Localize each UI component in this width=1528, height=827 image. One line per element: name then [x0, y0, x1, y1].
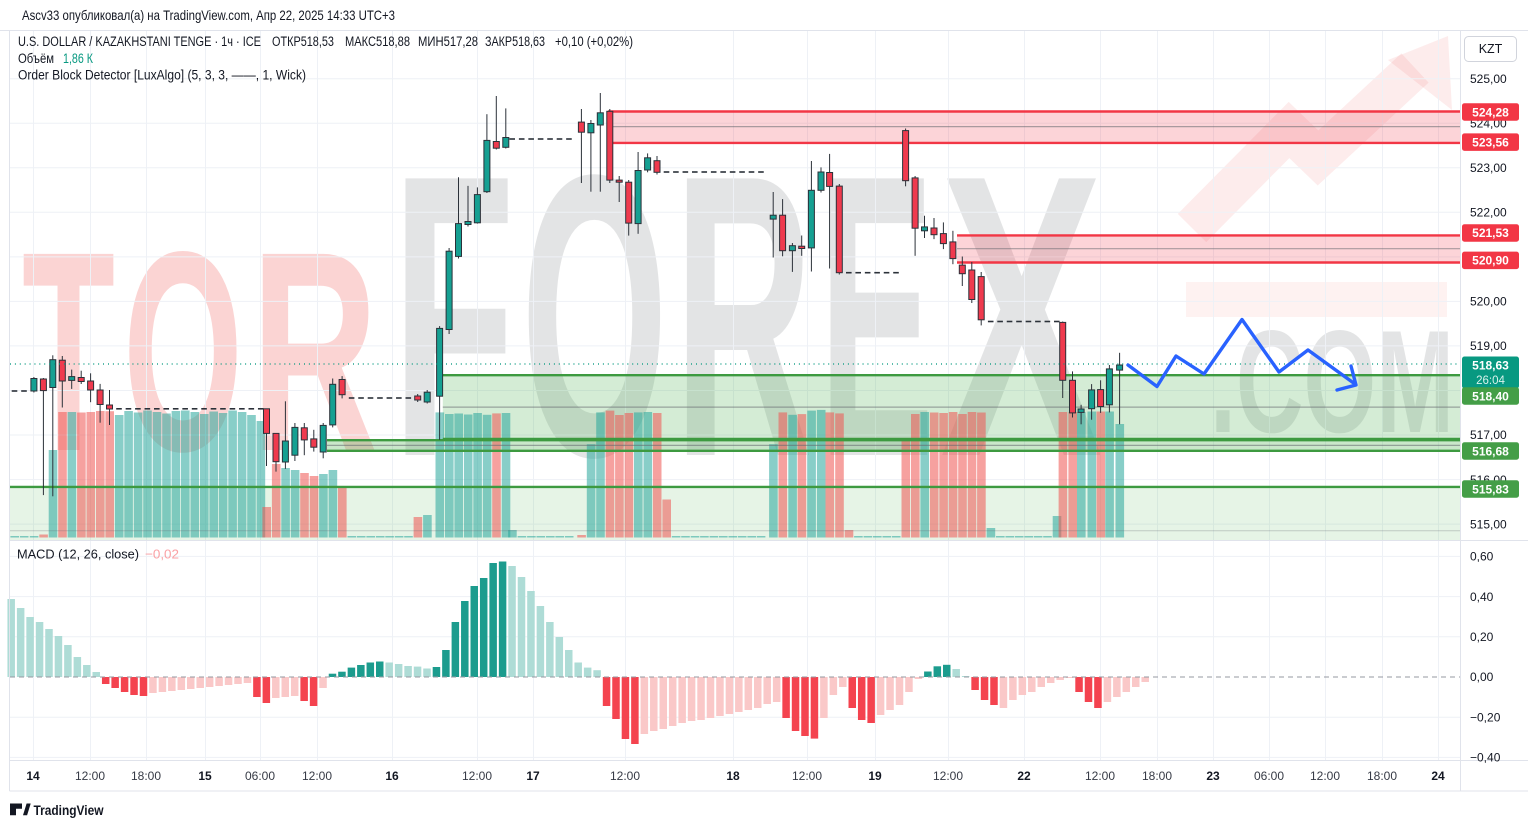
svg-text:.COM: .COM	[1210, 300, 1454, 463]
svg-text:Ascv33 опубликовал(а) на Tradi: Ascv33 опубликовал(а) на TradingView.com…	[22, 8, 395, 23]
svg-text:−0,20: −0,20	[1470, 710, 1501, 724]
svg-text:12:00: 12:00	[610, 769, 640, 783]
svg-text:Order Block Detector [LuxAlgo]: Order Block Detector [LuxAlgo] (5, 3, 3,…	[18, 68, 306, 83]
svg-text:0,20: 0,20	[1470, 630, 1494, 644]
svg-text:−0,02: −0,02	[145, 547, 179, 562]
svg-text:519,00: 519,00	[1470, 339, 1507, 353]
svg-text:06:00: 06:00	[1254, 769, 1284, 783]
svg-text:22: 22	[1017, 769, 1031, 783]
svg-text:12:00: 12:00	[1085, 769, 1115, 783]
svg-text:24: 24	[1431, 769, 1445, 783]
svg-text:518,40: 518,40	[1472, 389, 1509, 403]
svg-text:Объём: Объём	[18, 51, 54, 66]
svg-text:18:00: 18:00	[131, 769, 161, 783]
svg-text:517,00: 517,00	[1470, 428, 1507, 442]
svg-text:+0,10 (+0,02%): +0,10 (+0,02%)	[555, 34, 633, 49]
svg-text:15: 15	[198, 769, 212, 783]
svg-text:12:00: 12:00	[933, 769, 963, 783]
svg-text:12:00: 12:00	[302, 769, 332, 783]
svg-text:12:00: 12:00	[462, 769, 492, 783]
svg-text:0,60: 0,60	[1470, 550, 1494, 564]
svg-text:18:00: 18:00	[1142, 769, 1172, 783]
svg-text:523,00: 523,00	[1470, 161, 1507, 175]
svg-text:1,86 К: 1,86 К	[63, 51, 93, 66]
svg-text:14: 14	[26, 769, 40, 783]
svg-text:520,00: 520,00	[1470, 295, 1507, 309]
svg-text:KZT: KZT	[1479, 42, 1503, 56]
svg-text:МИН517,28: МИН517,28	[418, 34, 478, 49]
svg-text:06:00: 06:00	[245, 769, 275, 783]
svg-text:525,00: 525,00	[1470, 72, 1507, 86]
svg-text:МАКС518,88: МАКС518,88	[345, 34, 410, 49]
svg-text:16: 16	[385, 769, 399, 783]
svg-text:R: R	[251, 193, 378, 511]
svg-text:0,40: 0,40	[1470, 590, 1494, 604]
svg-text:−0,40: −0,40	[1470, 751, 1501, 765]
svg-text:516,68: 516,68	[1472, 444, 1509, 458]
svg-text:MACD (12, 26, close): MACD (12, 26, close)	[17, 547, 139, 562]
svg-text:0,00: 0,00	[1470, 670, 1494, 684]
svg-text:518,63: 518,63	[1472, 359, 1509, 373]
svg-text:521,53: 521,53	[1472, 226, 1509, 240]
svg-text:19: 19	[868, 769, 882, 783]
svg-text:18:00: 18:00	[1367, 769, 1397, 783]
svg-text:524,28: 524,28	[1472, 105, 1509, 119]
svg-text:U.S. DOLLAR / KAZAKHSTANI TENG: U.S. DOLLAR / KAZAKHSTANI TENGE · 1ч · I…	[18, 34, 261, 49]
svg-text:522,00: 522,00	[1470, 206, 1507, 220]
svg-text:26:04: 26:04	[1476, 375, 1505, 387]
svg-text:515,00: 515,00	[1470, 517, 1507, 531]
svg-text:TradingView: TradingView	[34, 803, 105, 819]
svg-text:523,56: 523,56	[1472, 136, 1509, 150]
svg-text:17: 17	[526, 769, 540, 783]
svg-text:12:00: 12:00	[75, 769, 105, 783]
svg-text:23: 23	[1206, 769, 1220, 783]
svg-text:18: 18	[726, 769, 740, 783]
svg-text:12:00: 12:00	[1310, 769, 1340, 783]
svg-text:ОТКР518,53: ОТКР518,53	[272, 34, 334, 49]
svg-text:ЗАКР518,63: ЗАКР518,63	[485, 34, 545, 49]
svg-text:12:00: 12:00	[792, 769, 822, 783]
svg-text:515,83: 515,83	[1472, 482, 1509, 496]
svg-text:520,90: 520,90	[1472, 254, 1509, 268]
